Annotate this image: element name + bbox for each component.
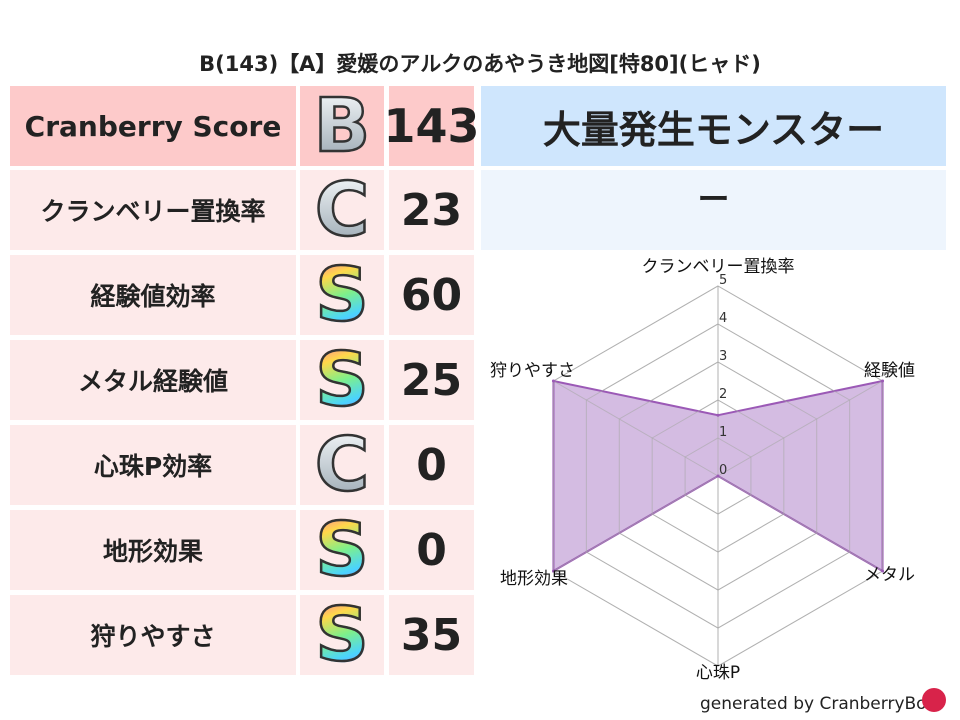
- metric-grade-badge: S: [300, 510, 384, 590]
- radar-grid-ring-overlay: [651, 399, 785, 553]
- radar-spoke: [553, 380, 719, 477]
- monster-header: 大量発生モンスター: [481, 86, 946, 166]
- radar-grid-ring: [552, 285, 884, 667]
- radar-data-point: [551, 379, 555, 383]
- radar-grid-ring: [651, 399, 785, 553]
- radar-grid-ring: [618, 361, 818, 591]
- cranberry-bot-logo-icon: [922, 688, 946, 712]
- radar-data-point: [881, 379, 885, 383]
- metric-score: 60: [389, 255, 474, 335]
- metric-label: クランベリー置換率: [10, 170, 296, 250]
- grade-letter: C: [314, 167, 371, 253]
- score-label: Cranberry Score: [10, 86, 296, 166]
- metric-score: 0: [389, 425, 474, 505]
- radar-spoke: [553, 475, 719, 572]
- radar-grid-ring-overlay: [585, 323, 851, 629]
- metric-label: メタル経験値: [10, 340, 296, 420]
- radar-axis-label: 経験値: [864, 361, 915, 381]
- radar-spoke: [717, 380, 883, 477]
- metric-grade-badge: S: [300, 340, 384, 420]
- metric-label: 心珠P効率: [10, 425, 296, 505]
- radar-data-point: [716, 474, 720, 478]
- radar-spoke-overlay: [717, 380, 883, 477]
- radar-grid-ring-overlay: [684, 437, 752, 515]
- radar-spoke: [717, 475, 883, 572]
- metric-score: 23: [389, 170, 474, 250]
- radar-grid-ring-overlay: [552, 285, 884, 667]
- radar-axis-label: 狩りやすさ: [490, 361, 575, 381]
- radar-tick-label: 4: [719, 311, 727, 326]
- score-value: 143: [383, 86, 480, 166]
- radar-series-area: [552, 379, 884, 573]
- monster-value: ー: [481, 170, 946, 250]
- metric-label: 地形効果: [10, 510, 296, 590]
- metric-grade-badge: C: [300, 425, 384, 505]
- radar-axis-label: 心珠P: [696, 663, 740, 683]
- grade-letter: S: [314, 337, 370, 423]
- metric-label: 経験値効率: [10, 255, 296, 335]
- metric-score: 25: [389, 340, 474, 420]
- grade-letter: S: [314, 592, 370, 678]
- grade-letter: S: [314, 252, 370, 338]
- radar-spoke-overlay: [553, 380, 719, 477]
- grade-letter: C: [314, 422, 371, 508]
- radar-axis-label: クランベリー置換率: [642, 257, 795, 277]
- radar-data-point: [551, 569, 555, 573]
- radar-grid-ring: [585, 323, 851, 629]
- radar-tick-label: 2: [719, 387, 727, 402]
- footer-credit: generated by CranberryBot: [700, 694, 934, 714]
- grade-letter: B: [313, 83, 372, 169]
- radar-spoke-overlay: [553, 475, 719, 572]
- grade-letter: S: [314, 507, 370, 593]
- metric-label: 狩りやすさ: [10, 595, 296, 675]
- radar-axis-label: 地形効果: [500, 569, 568, 589]
- metric-grade-badge: C: [300, 170, 384, 250]
- radar-tick-label: 3: [719, 349, 727, 364]
- radar-tick-label: 5: [719, 273, 727, 288]
- radar-tick-label: 0: [719, 463, 727, 478]
- metric-grade-badge: S: [300, 595, 384, 675]
- metric-score: 0: [389, 510, 474, 590]
- radar-tick-label: 1: [719, 425, 727, 440]
- radar-data-point: [881, 569, 885, 573]
- radar-grid-ring: [684, 437, 752, 515]
- score-grade-badge: B: [300, 86, 384, 166]
- page-title: B(143)【A】愛媛のアルクのあやうき地図[特80](ヒャド): [199, 52, 761, 76]
- radar-grid-ring-overlay: [618, 361, 818, 591]
- radar-spoke-overlay: [717, 475, 883, 572]
- metric-score: 35: [389, 595, 474, 675]
- radar-axis-label: メタル: [864, 565, 915, 585]
- radar-data-point: [716, 413, 720, 417]
- metric-grade-badge: S: [300, 255, 384, 335]
